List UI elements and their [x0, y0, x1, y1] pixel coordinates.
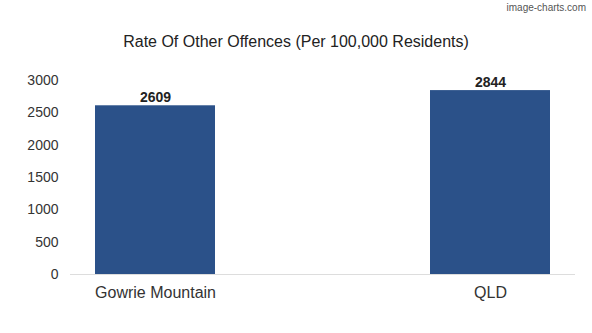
html-text:image-charts.com: image-charts.com	[506, 2, 586, 13]
svg-text:1500: 1500	[27, 169, 58, 185]
svg-text:2000: 2000	[27, 137, 58, 153]
svg-text:2844: 2844	[475, 74, 506, 90]
svg-text:3000: 3000	[27, 72, 58, 88]
svg-text:1000: 1000	[27, 201, 58, 217]
svg-text:Gowrie Mountain: Gowrie Mountain	[95, 284, 216, 301]
svg-text:2500: 2500	[27, 104, 58, 120]
svg-text:0: 0	[51, 266, 59, 282]
svg-text:2609: 2609	[140, 89, 171, 105]
html-text:Rate Of Other Offences (Per 10: Rate Of Other Offences (Per 100,000 Resi…	[123, 33, 469, 50]
svg-text:QLD: QLD	[474, 284, 507, 301]
svg-text:500: 500	[35, 234, 59, 250]
